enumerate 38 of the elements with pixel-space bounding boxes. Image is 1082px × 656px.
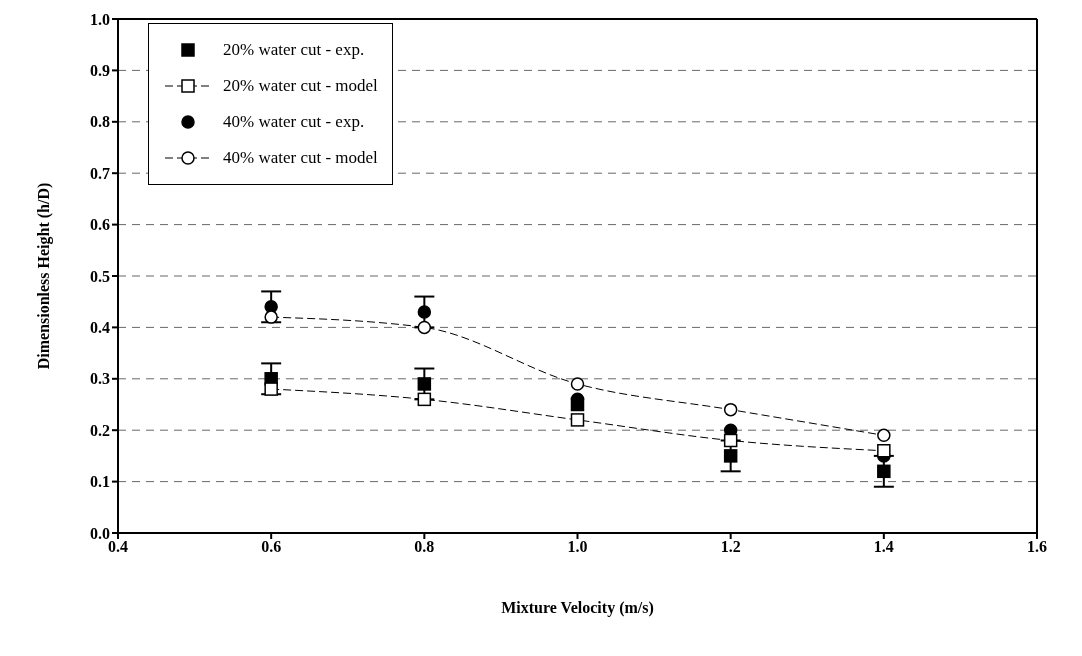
point — [877, 428, 891, 443]
x-tick-label: 1.2 — [720, 538, 741, 556]
point — [723, 433, 738, 448]
point — [417, 377, 432, 391]
y-tick-label: 0.7 — [90, 164, 110, 182]
y-axis-title: Dimensionless Height (h/D) — [34, 182, 53, 370]
y-tick-label: 0.3 — [90, 370, 110, 388]
y-tick-label: 0.0 — [90, 524, 110, 542]
point — [877, 464, 891, 479]
point — [264, 310, 278, 324]
x-tick-label: 1.0 — [567, 538, 588, 556]
point — [570, 377, 585, 391]
y-tick-label: 0.5 — [90, 267, 110, 285]
y-tick-label: 0.8 — [90, 113, 110, 131]
y-tick-label: 0.9 — [90, 62, 110, 80]
x-tick-label: 1.6 — [1027, 538, 1047, 556]
legend-label: 20% water cut - model — [223, 76, 378, 96]
legend-label: 40% water cut - model — [223, 148, 378, 168]
point — [417, 392, 432, 407]
x-tick-label: 0.8 — [414, 538, 435, 556]
legend-label: 20% water cut - exp. — [223, 40, 365, 60]
y-tick-label: 0.1 — [90, 473, 110, 491]
point — [417, 305, 432, 319]
point — [723, 449, 738, 463]
point — [877, 444, 891, 458]
y-tick-label: 0.2 — [90, 421, 110, 439]
point — [417, 320, 432, 335]
y-tick-label: 1.0 — [90, 10, 110, 28]
legend-label: 40% water cut - exp. — [223, 112, 365, 132]
x-tick-label: 1.4 — [873, 538, 894, 556]
point — [570, 413, 585, 427]
y-tick-label: 0.4 — [90, 319, 110, 337]
x-axis-title: Mixture Velocity (m/s) — [501, 599, 654, 617]
y-tick-label: 0.6 — [90, 216, 110, 234]
x-tick-label: 0.6 — [261, 538, 282, 556]
point — [723, 402, 738, 417]
x-tick-label: 0.4 — [108, 538, 128, 556]
point — [264, 382, 278, 396]
